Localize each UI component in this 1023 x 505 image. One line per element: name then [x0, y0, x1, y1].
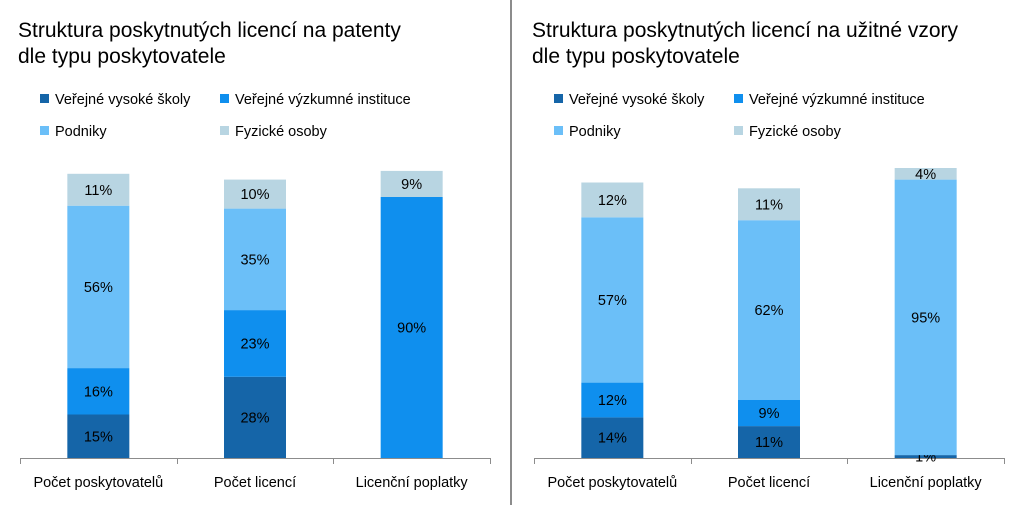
chart-title-line-2: dle typu poskytovatele	[18, 45, 226, 68]
chart-title-line-2: dle typu poskytovatele	[532, 45, 740, 68]
data-label: 23%	[240, 336, 269, 352]
bar-segment	[224, 310, 286, 377]
legend-swatch	[40, 126, 49, 135]
data-label: 57%	[598, 293, 627, 309]
data-label: 90%	[397, 321, 426, 337]
legend-label: Veřejné vysoké školy	[569, 92, 705, 108]
data-label: 10%	[240, 187, 269, 203]
bar-segment	[380, 170, 443, 197]
x-tick-label: Počet licencí	[728, 475, 810, 491]
data-label: 4%	[915, 167, 936, 183]
x-tick-label: Počet licencí	[214, 475, 296, 491]
legend-swatch	[40, 94, 49, 103]
legend-label: Veřejné výzkumné instituce	[749, 92, 925, 108]
bar-segment	[224, 376, 286, 458]
data-label: 9%	[759, 406, 780, 422]
data-label: 62%	[754, 303, 783, 319]
bar-segment	[581, 417, 644, 458]
data-label: 16%	[84, 384, 113, 400]
bar-segment	[67, 173, 130, 206]
bar-segment	[67, 205, 130, 369]
bar-segment	[581, 182, 644, 218]
chart-title: Struktura poskytnutých licencí na užitné…	[532, 18, 958, 70]
x-tick-label: Počet poskytovatelů	[33, 475, 163, 491]
stacked-bar-chart-utility-models: 14% 12% 57% 12% Počet poskytovatelů 11% 9% 62% 1…	[534, 167, 1005, 491]
x-tick-label: Licenční poplatky	[356, 475, 469, 491]
bar-segment	[738, 426, 800, 458]
bar-segment	[581, 217, 644, 383]
legend-label: Veřejné výzkumné instituce	[235, 92, 411, 108]
chart-title: Struktura poskytnutých licencí na patent…	[18, 18, 401, 70]
data-label: 56%	[84, 280, 113, 296]
bar-segment	[738, 400, 800, 427]
data-label: 11%	[755, 435, 783, 451]
bar-segment	[67, 414, 130, 458]
data-label: 12%	[598, 193, 627, 209]
bar-segment	[738, 188, 800, 221]
bar-segment	[894, 455, 957, 458]
x-tick-label: Licenční poplatky	[870, 475, 983, 491]
stacked-bar-chart-patents: 15% 16% 56% 11% Počet poskytovatelů 28% 23% 35%…	[20, 170, 491, 491]
bar-segment	[224, 179, 286, 209]
legend-swatch	[734, 126, 743, 135]
bar-segment	[67, 368, 130, 415]
chart-title-line-1: Struktura poskytnutých licencí na patent…	[18, 19, 401, 42]
legend-label: Podniky	[55, 124, 107, 140]
patent-licenses-chart-panel: Struktura poskytnutých licencí na patent…	[0, 0, 508, 505]
data-label: 35%	[240, 252, 269, 268]
data-label: 15%	[84, 429, 113, 445]
chart-title-line-1: Struktura poskytnutých licencí na užitné…	[532, 19, 959, 42]
legend-swatch	[734, 94, 743, 103]
data-label: 95%	[911, 310, 940, 326]
legend-item-podniky: Podniky	[554, 124, 621, 140]
bar-segment	[581, 382, 644, 418]
legend-swatch	[220, 94, 229, 103]
legend-item-verejne-vyzkumne-instituce: Veřejné výzkumné instituce	[734, 92, 925, 108]
data-label: 11%	[84, 183, 112, 199]
legend-item-verejne-vysoke-skoly: Veřejné vysoké školy	[40, 92, 190, 108]
legend-item-fyzicke-osoby: Fyzické osoby	[734, 124, 841, 140]
legend-swatch	[554, 126, 563, 135]
legend-label: Veřejné vysoké školy	[55, 92, 191, 108]
legend-label: Fyzické osoby	[235, 124, 327, 140]
panel-divider	[510, 0, 512, 505]
data-label: 11%	[755, 197, 783, 213]
data-label: 28%	[240, 410, 269, 426]
bar-segment	[894, 179, 957, 456]
data-label: 12%	[598, 393, 627, 409]
legend-item-verejne-vyzkumne-instituce: Veřejné výzkumné instituce	[220, 92, 411, 108]
utility-model-licenses-chart-panel: Struktura poskytnutých licencí na užitné…	[514, 0, 1023, 505]
bar-segment	[224, 208, 286, 311]
legend-item-verejne-vysoke-skoly: Veřejné vysoké školy	[554, 92, 704, 108]
bar-segment	[380, 197, 443, 458]
legend-label: Podniky	[569, 124, 621, 140]
bar-segment	[738, 220, 800, 400]
data-label: 9%	[401, 177, 422, 193]
legend-swatch	[554, 94, 563, 103]
legend-label: Fyzické osoby	[749, 124, 841, 140]
legend-swatch	[220, 126, 229, 135]
data-label: 14%	[598, 431, 627, 447]
legend-item-fyzicke-osoby: Fyzické osoby	[220, 124, 327, 140]
x-tick-label: Počet poskytovatelů	[547, 475, 677, 491]
legend-item-podniky: Podniky	[40, 124, 107, 140]
bar-segment	[894, 168, 957, 180]
